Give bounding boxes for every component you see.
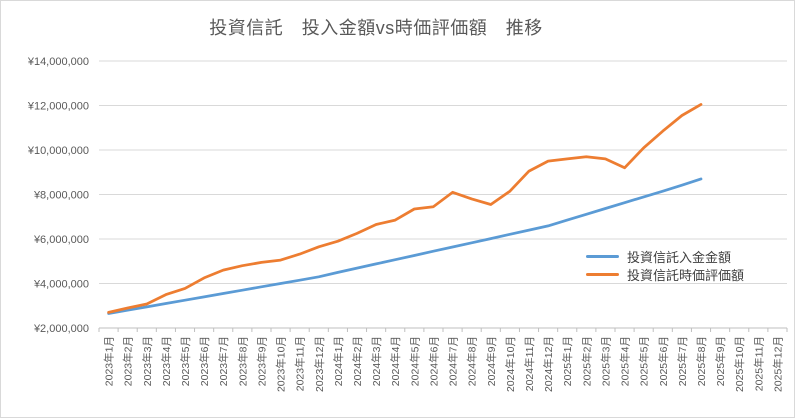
y-axis-tick-label: ¥12,000,000 [27, 101, 89, 113]
x-axis-tick-label: 2024年11月 [523, 336, 536, 391]
x-axis-tick-label: 2023年7月 [217, 336, 230, 386]
x-axis-tick-label: 2025年5月 [638, 336, 651, 386]
x-axis-tick-label: 2025年6月 [657, 336, 670, 386]
x-axis-tick-label: 2023年5月 [179, 336, 192, 386]
x-axis-tick-label: 2023年9月 [255, 336, 268, 386]
x-axis-tick-label: 2024年7月 [447, 336, 460, 386]
x-axis-tick-label: 2025年3月 [599, 336, 612, 386]
x-axis-tick-label: 2025年12月 [771, 336, 784, 392]
x-axis-tick-label: 2023年3月 [141, 336, 154, 386]
y-axis-tick-label: ¥2,000,000 [33, 323, 89, 335]
chart-title: 投資信託 投入金額vs時価評価額 推移 [209, 18, 543, 38]
x-axis-tick-label: 2023年1月 [103, 336, 116, 386]
x-axis-tick-label: 2023年2月 [122, 336, 135, 386]
x-axis-tick-label: 2024年10月 [504, 336, 517, 392]
x-axis-tick-label: 2025年7月 [676, 336, 689, 386]
y-axis-tick-label: ¥4,000,000 [33, 279, 89, 291]
series-line-market-value [107, 103, 703, 314]
x-axis-tick-label: 2023年10月 [275, 336, 288, 392]
legend: 投資信託入金金額 投資信託時価評価額 [586, 248, 744, 283]
x-axis-tick-label: 2025年1月 [561, 336, 574, 386]
legend-label: 投資信託入金金額 [627, 250, 732, 265]
y-axis-tick-label: ¥6,000,000 [33, 234, 89, 246]
y-axis-tick-label: ¥10,000,000 [27, 145, 89, 157]
x-axis-tick-label: 2023年11月 [294, 336, 307, 391]
x-axis-tick-label: 2025年4月 [619, 336, 632, 386]
x-axis-tick-label: 2024年1月 [332, 336, 345, 386]
x-axis-tick-label: 2024年6月 [427, 336, 440, 386]
x-axis-tick-label: 2024年9月 [485, 336, 498, 386]
series-line-deposit-total [107, 177, 703, 315]
x-axis-tick-label: 2024年3月 [370, 336, 383, 386]
legend-label: 投資信託時価評価額 [627, 268, 745, 283]
legend-item-market-value: 投資信託時価評価額 [586, 266, 744, 283]
x-axis-tick-label: 2024年4月 [389, 336, 402, 386]
legend-line-swatch [586, 255, 619, 258]
x-axis-tick-label: 2024年8月 [466, 336, 479, 386]
x-axis-tick-label: 2023年4月 [160, 336, 173, 386]
x-axis-tick-label: 2023年8月 [236, 336, 249, 386]
y-axis-tick-label: ¥8,000,000 [33, 190, 89, 202]
x-axis-tick-label: 2025年11月 [752, 336, 765, 391]
legend-line-swatch [586, 273, 619, 276]
x-axis-tick-label: 2024年2月 [351, 336, 364, 386]
x-axis-tick-label: 2023年12月 [313, 336, 326, 392]
x-axis-tick-label: 2025年2月 [580, 336, 593, 386]
x-axis-tick-label: 2025年8月 [695, 336, 708, 386]
x-axis-tick-label: 2024年12月 [542, 336, 555, 392]
x-axis-tick-label: 2023年6月 [198, 336, 211, 386]
legend-item-deposit-total: 投資信託入金金額 [586, 248, 744, 265]
x-axis-tick-label: 2024年5月 [408, 336, 421, 386]
y-axis-tick-label: ¥14,000,000 [27, 56, 89, 68]
x-axis-tick-label: 2025年9月 [714, 336, 727, 386]
x-axis-tick-label: 2025年10月 [733, 336, 746, 392]
